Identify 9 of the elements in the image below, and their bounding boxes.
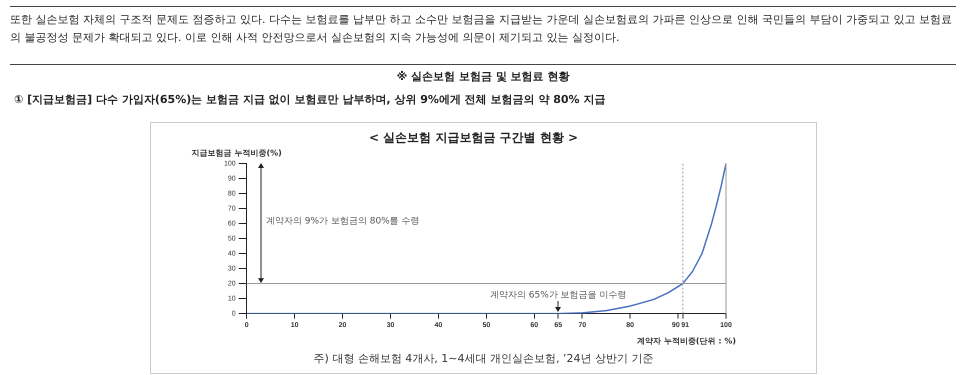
x-axis-title: 계약자 누적비중(단위 : %) — [637, 336, 736, 346]
chart-title: < 실손보험 지급보험금 구간별 현황 > — [369, 130, 578, 144]
y-axis-title: 지급보험금 누적비중(%) — [190, 148, 282, 158]
text: ※ 실손보험 보험금 및 보험료 현황 — [10, 64, 956, 84]
text: 주) 대형 손해보험 4개사, 1~4세대 개인실손보험, ’24년 상반기 기준 — [312, 351, 654, 366]
text: 또한 실손보험 자체의 구조적 문제도 점증하고 있다. 다수는 보험료를 납부만 하고 소수만 보험금을 지급받는 가운데 실손보험료의 가파른 인상으로 인해 국민들의 부담이 가중되고 있고 보험료의 불공정성 문제가 확대되고 있다. 이로 인해 사적 안전망으로서 실손보험의 지속 가능성에 의문이 제기되고 있는 실정이다. — [10, 6, 956, 47]
text: ① [지급보험금] 다수 가입자(65%)는 보험금 지급 없이 보험료만 납부하며, 상위 9%에게 전체 보험금의 약 80% 지급 — [14, 92, 606, 107]
annotation: 계약자의 9%가 보험금의 80%를 수령 — [266, 216, 420, 226]
annotation: 계약자의 65%가 보험금을 미수령 — [490, 290, 627, 301]
